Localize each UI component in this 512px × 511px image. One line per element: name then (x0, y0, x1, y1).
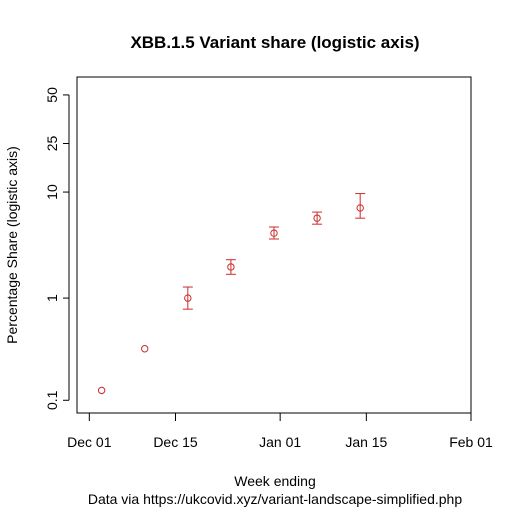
x-tick-label: Jan 01 (259, 434, 301, 450)
y-axis-label: Percentage Share (logistic axis) (4, 146, 20, 344)
data-point (184, 294, 192, 302)
plot-frame (76, 76, 472, 414)
x-tick-label: Jan 15 (345, 434, 387, 450)
x-tick-label: Feb 01 (449, 434, 493, 450)
data-points (97, 193, 366, 395)
x-tick-label: Dec 15 (153, 434, 198, 450)
y-tick-label: 50 (44, 87, 60, 103)
chart-title: XBB.1.5 Variant share (logistic axis) (130, 33, 419, 52)
data-point (97, 386, 106, 395)
data-point (313, 214, 321, 222)
x-tick-label: Dec 01 (67, 434, 112, 450)
data-point (356, 204, 364, 212)
data-point (270, 229, 278, 237)
data-point (141, 345, 149, 353)
y-tick-label: 25 (44, 135, 60, 151)
x-axis-label: Week ending (234, 473, 315, 489)
y-tick-label: 10 (44, 184, 60, 200)
y-axis: 0.1 1 10 25 50 (44, 87, 70, 410)
y-tick-label: 0.1 (44, 390, 60, 410)
x-axis: Dec 01 Dec 15 Jan 01 Jan 15 Feb 01 (67, 412, 493, 450)
y-tick-label: 1 (44, 294, 60, 302)
chart-caption: Data via https://ukcovid.xyz/variant-lan… (88, 491, 463, 507)
data-point (227, 263, 235, 271)
